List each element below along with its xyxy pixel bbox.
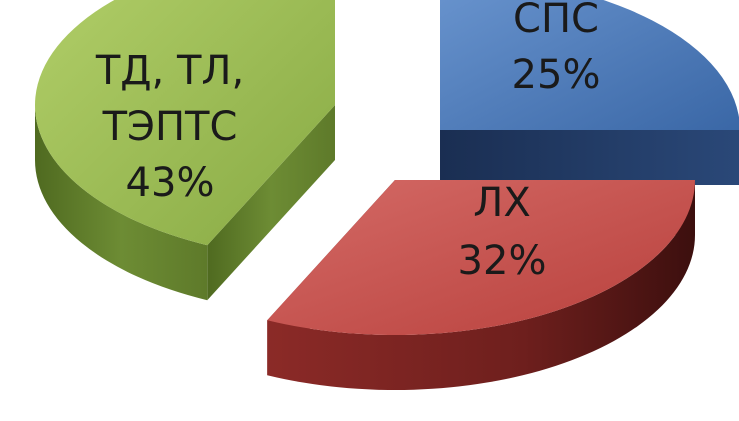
data-label-sps-value: 25% [512,52,601,98]
data-label-td-tl-teptc-name: ТД, ТЛ, [95,48,244,94]
slice-sps-side-end [440,130,739,185]
data-label-lh-value: 32% [458,238,547,284]
data-label-lh: ЛХ 32% [458,180,547,284]
slice-lh-top [267,180,695,336]
slice-td-tl-teptc-side-start [207,105,335,301]
slice-td-tl-teptc-outer-side [35,105,208,301]
slice-sps-top [440,0,739,130]
data-label-td-tl-teptc-value: 43% [126,160,215,206]
slice-lh-outer-side [267,180,695,390]
slice-td-tl-teptc [35,0,335,301]
slice-td-tl-teptc-top [35,0,335,246]
slice-lh [267,180,695,390]
data-label-sps: СПС 25% [512,0,601,98]
data-label-td-tl-teptc-name: ТЭПТС [102,104,238,150]
data-label-sps-name: СПС [513,0,599,42]
data-label-td-tl-teptc: ТД, ТЛ, ТЭПТС 43% [95,48,244,206]
data-label-lh-name: ЛХ [473,180,530,226]
slice-sps [440,0,739,185]
